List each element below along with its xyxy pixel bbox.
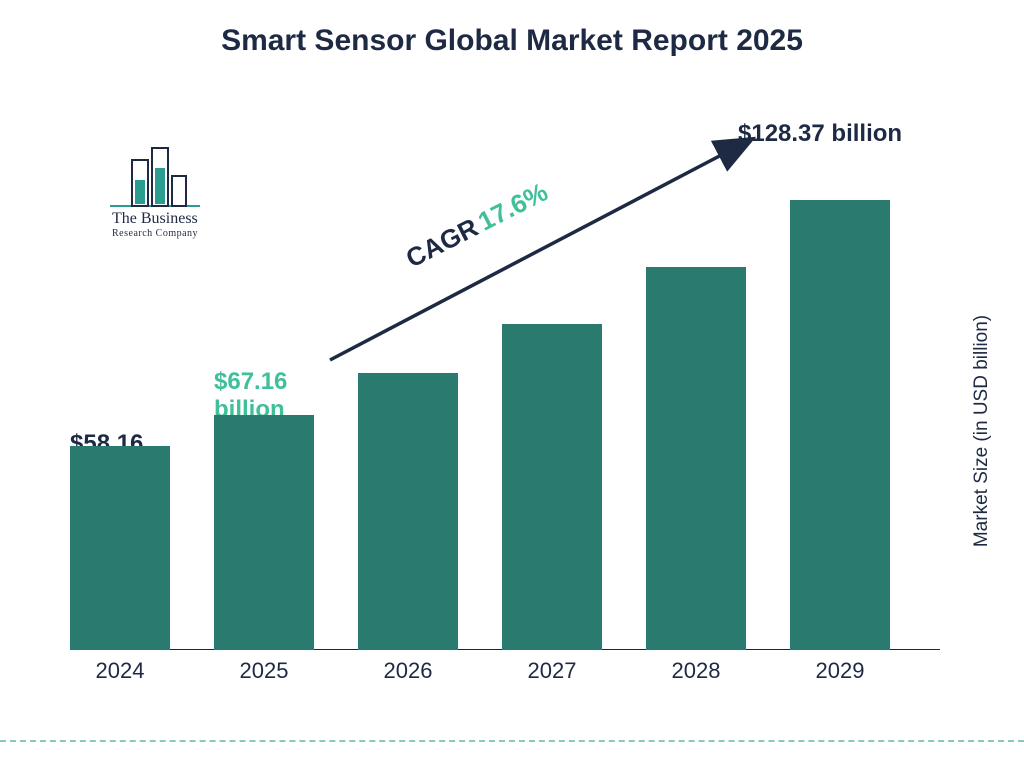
bar-2025 (214, 415, 314, 650)
chart-area: CAGR 17.6% $58.16 billion $67.16 billion… (70, 100, 940, 690)
bottom-divider (0, 740, 1024, 742)
x-tick-2027: 2027 (502, 658, 602, 684)
cagr-label: CAGR (401, 212, 483, 273)
cagr-annotation: CAGR 17.6% (401, 176, 553, 274)
bar-2027 (502, 324, 602, 650)
chart-title: Smart Sensor Global Market Report 2025 (0, 24, 1024, 58)
chart-container: Smart Sensor Global Market Report 2025 T… (0, 0, 1024, 768)
y-axis-label: Market Size (in USD billion) (971, 315, 993, 547)
bar-2029 (790, 200, 890, 650)
x-tick-2029: 2029 (790, 658, 890, 684)
bar-value-2025-amount: $67.16 (214, 368, 287, 395)
bar-value-2029: $128.37 billion (738, 120, 902, 148)
x-tick-2026: 2026 (358, 658, 458, 684)
bar-2024 (70, 446, 170, 650)
cagr-value: 17.6% (473, 176, 552, 236)
x-tick-2028: 2028 (646, 658, 746, 684)
bar-2028 (646, 267, 746, 650)
bar-2026 (358, 373, 458, 650)
x-tick-2024: 2024 (70, 658, 170, 684)
x-tick-2025: 2025 (214, 658, 314, 684)
